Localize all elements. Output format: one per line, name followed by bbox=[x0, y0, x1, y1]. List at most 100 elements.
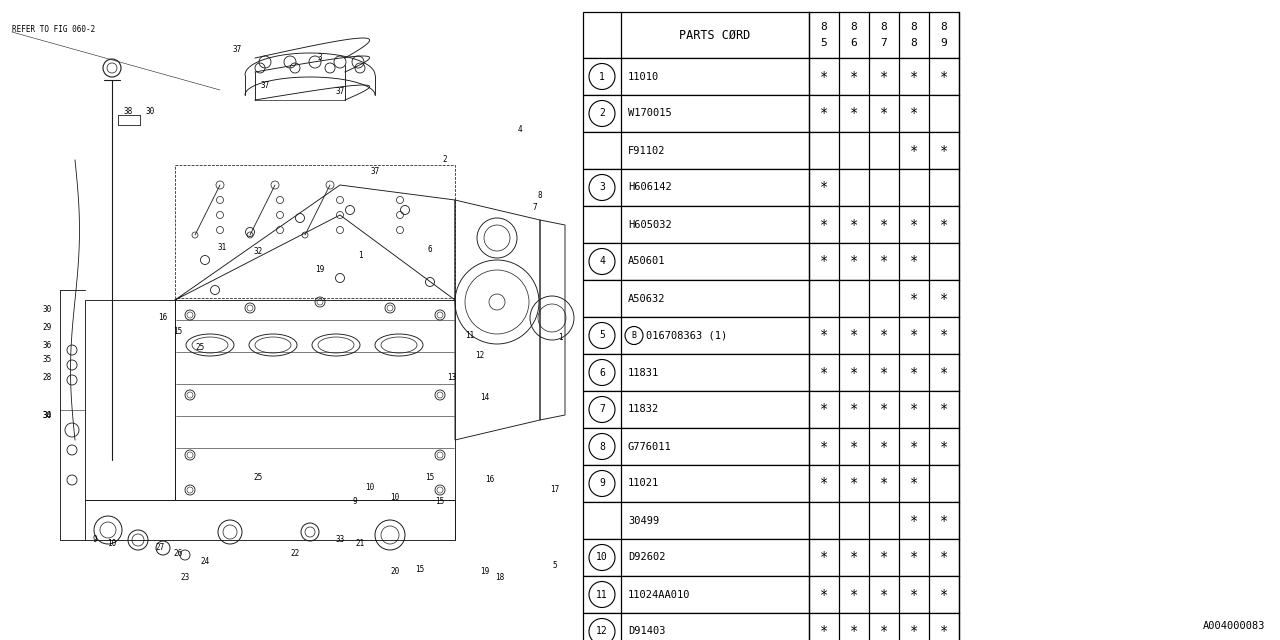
Bar bbox=[582, 58, 959, 95]
Text: H605032: H605032 bbox=[628, 220, 672, 230]
Text: *: * bbox=[940, 440, 948, 454]
Bar bbox=[582, 169, 959, 206]
Text: *: * bbox=[940, 588, 948, 602]
Text: *: * bbox=[910, 513, 918, 527]
Text: 11021: 11021 bbox=[628, 479, 659, 488]
Text: 11010: 11010 bbox=[628, 72, 659, 81]
Text: *: * bbox=[879, 218, 888, 232]
Text: D92602: D92602 bbox=[628, 552, 666, 563]
Text: *: * bbox=[940, 625, 948, 639]
Text: *: * bbox=[819, 588, 828, 602]
Text: *: * bbox=[819, 440, 828, 454]
Text: 2: 2 bbox=[599, 109, 605, 118]
Text: 22: 22 bbox=[291, 548, 300, 557]
Text: 26: 26 bbox=[173, 548, 183, 557]
Text: 016708363 (1): 016708363 (1) bbox=[646, 330, 727, 340]
Bar bbox=[582, 95, 959, 132]
Text: *: * bbox=[910, 588, 918, 602]
Text: *: * bbox=[819, 180, 828, 195]
Text: 25: 25 bbox=[253, 474, 262, 483]
Text: *: * bbox=[940, 328, 948, 342]
Text: *: * bbox=[910, 625, 918, 639]
Bar bbox=[582, 613, 959, 640]
Text: *: * bbox=[850, 550, 858, 564]
Text: *: * bbox=[850, 218, 858, 232]
Bar bbox=[582, 280, 959, 317]
Text: 30499: 30499 bbox=[628, 515, 659, 525]
Text: *: * bbox=[819, 403, 828, 417]
Bar bbox=[582, 428, 959, 465]
Text: *: * bbox=[819, 477, 828, 490]
Text: 2: 2 bbox=[443, 156, 447, 164]
Text: *: * bbox=[879, 625, 888, 639]
Text: 4: 4 bbox=[599, 257, 605, 266]
Text: 30: 30 bbox=[146, 108, 155, 116]
Text: B: B bbox=[631, 331, 636, 340]
Text: 18: 18 bbox=[495, 573, 504, 582]
Text: *: * bbox=[850, 588, 858, 602]
Text: *: * bbox=[850, 625, 858, 639]
Text: 11: 11 bbox=[466, 330, 475, 339]
Text: 37: 37 bbox=[260, 81, 270, 90]
Text: *: * bbox=[879, 328, 888, 342]
Text: *: * bbox=[850, 477, 858, 490]
Text: *: * bbox=[910, 291, 918, 305]
Text: 10: 10 bbox=[390, 493, 399, 502]
Text: 8: 8 bbox=[910, 22, 918, 32]
Text: G776011: G776011 bbox=[628, 442, 672, 451]
Text: 19: 19 bbox=[315, 266, 325, 275]
Text: 30: 30 bbox=[42, 410, 51, 419]
Text: 8: 8 bbox=[851, 22, 858, 32]
Text: *: * bbox=[910, 143, 918, 157]
Text: 27: 27 bbox=[155, 543, 165, 552]
Text: 10: 10 bbox=[365, 483, 375, 492]
Text: *: * bbox=[879, 255, 888, 269]
Text: *: * bbox=[940, 403, 948, 417]
Text: 29: 29 bbox=[42, 323, 51, 333]
Text: 10: 10 bbox=[596, 552, 608, 563]
Text: 17: 17 bbox=[550, 486, 559, 495]
Bar bbox=[582, 465, 959, 502]
Text: *: * bbox=[910, 365, 918, 380]
Text: 37: 37 bbox=[335, 88, 344, 97]
Text: *: * bbox=[819, 106, 828, 120]
Text: 16: 16 bbox=[159, 314, 168, 323]
Bar bbox=[582, 12, 959, 58]
Text: *: * bbox=[940, 143, 948, 157]
Text: 14: 14 bbox=[480, 394, 490, 403]
Text: 16: 16 bbox=[485, 476, 494, 484]
Text: *: * bbox=[940, 291, 948, 305]
Text: *: * bbox=[850, 440, 858, 454]
Text: *: * bbox=[819, 625, 828, 639]
Text: PARTS CØRD: PARTS CØRD bbox=[680, 29, 750, 42]
Text: 10: 10 bbox=[108, 538, 116, 547]
Text: 11: 11 bbox=[596, 589, 608, 600]
Text: *: * bbox=[850, 328, 858, 342]
Text: *: * bbox=[819, 550, 828, 564]
Bar bbox=[582, 539, 959, 576]
Text: *: * bbox=[819, 218, 828, 232]
Text: 8: 8 bbox=[538, 191, 543, 200]
Bar bbox=[582, 243, 959, 280]
Text: *: * bbox=[879, 440, 888, 454]
Text: *: * bbox=[910, 70, 918, 83]
Text: W170015: W170015 bbox=[628, 109, 672, 118]
Bar bbox=[582, 132, 959, 169]
Text: *: * bbox=[850, 70, 858, 83]
Text: *: * bbox=[879, 550, 888, 564]
Text: 8: 8 bbox=[881, 22, 887, 32]
Text: *: * bbox=[819, 70, 828, 83]
Text: 32: 32 bbox=[253, 248, 262, 257]
Text: *: * bbox=[819, 255, 828, 269]
Text: 7: 7 bbox=[532, 204, 538, 212]
Text: 5: 5 bbox=[820, 38, 827, 48]
Text: *: * bbox=[879, 403, 888, 417]
Text: *: * bbox=[819, 365, 828, 380]
Text: *: * bbox=[819, 328, 828, 342]
Text: *: * bbox=[910, 218, 918, 232]
Text: *: * bbox=[940, 550, 948, 564]
Text: REFER TO FIG 060-2: REFER TO FIG 060-2 bbox=[12, 26, 95, 35]
Text: 8: 8 bbox=[941, 22, 947, 32]
Text: *: * bbox=[940, 365, 948, 380]
Text: *: * bbox=[910, 403, 918, 417]
